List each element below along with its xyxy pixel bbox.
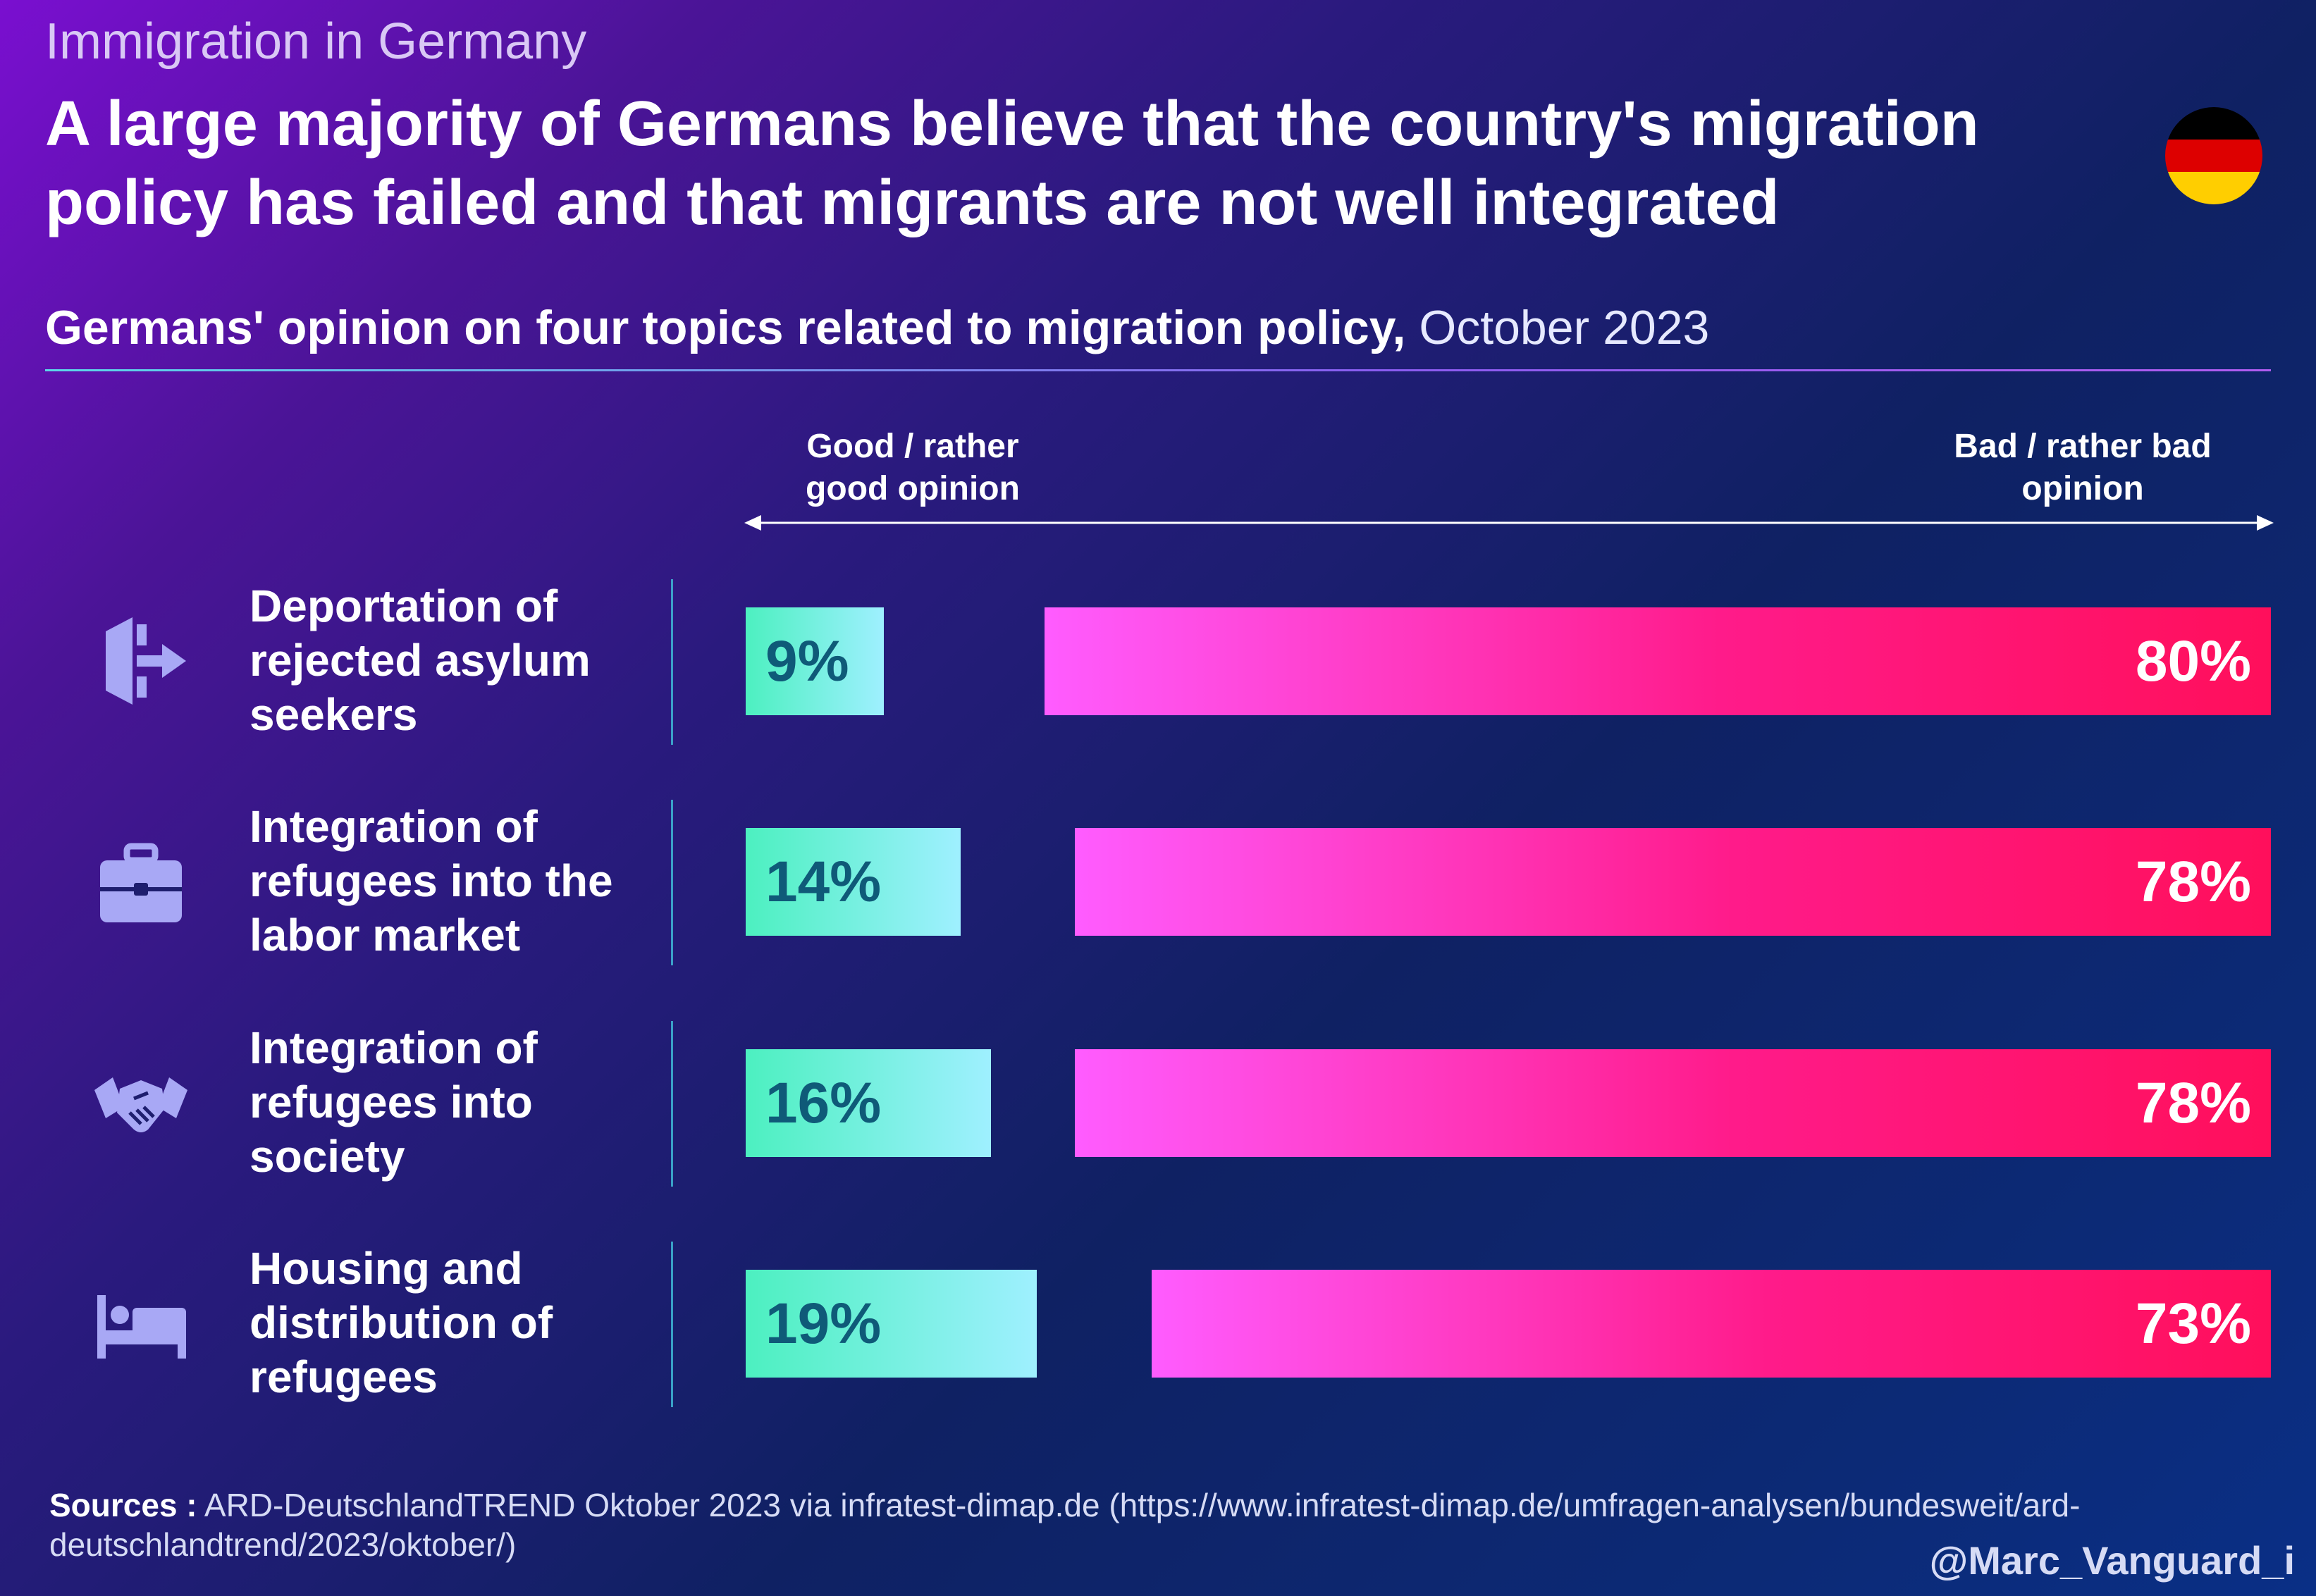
good-opinion-bar: 19% [746, 1270, 1037, 1378]
legend-good-label: Good / rather good opinion [768, 426, 1057, 510]
category-label-line1: Integration of [250, 801, 538, 852]
bad-opinion-value: 80% [2135, 629, 2251, 693]
legend-bad-label: Bad / rather bad opinion [1903, 426, 2262, 510]
subtitle-date: October 2023 [1419, 301, 1710, 354]
sources-label: Sources : [49, 1487, 197, 1523]
flag-stripe-red [2165, 140, 2262, 172]
category-label: Housing and distribution of refugees [250, 1242, 644, 1404]
kicker-title: Immigration in Germany [45, 13, 587, 70]
category-label-line1: Deportation of [250, 581, 558, 631]
bed-icon [92, 1274, 190, 1373]
row-divider [671, 800, 673, 965]
category-label-line2: rejected asylum [250, 635, 591, 686]
category-label: Integration of refugees into the labor mar… [250, 800, 644, 963]
bad-opinion-bar: 78% [1075, 1049, 2271, 1157]
category-label-line3: labor market [250, 910, 521, 960]
headline: A large majority of Germans believe that… [45, 89, 1979, 238]
category-label-line2: distribution of [250, 1297, 553, 1348]
legend-bad-line1: Bad / rather bad [1954, 428, 2212, 465]
sources-text: ARD-DeutschlandTREND Oktober 2023 via in… [49, 1487, 2081, 1563]
row-divider [671, 579, 673, 745]
bad-opinion-bar: 78% [1075, 828, 2271, 936]
bad-opinion-value: 78% [2135, 849, 2251, 914]
good-opinion-bar: 9% [746, 607, 884, 715]
category-label-line2: refugees into [250, 1077, 533, 1127]
bad-opinion-bar: 80% [1045, 607, 2271, 715]
good-opinion-value: 9% [765, 629, 849, 693]
good-opinion-bar: 16% [746, 1049, 991, 1157]
good-opinion-value: 19% [765, 1291, 882, 1356]
category-label-line1: Housing and [250, 1243, 523, 1294]
legend-good-line1: Good / rather [806, 428, 1019, 465]
category-label-line3: refugees [250, 1351, 438, 1402]
flag-stripe-black [2165, 107, 2262, 140]
row-divider [671, 1242, 673, 1407]
germany-flag-icon [2165, 107, 2262, 204]
flag-stripe-gold [2165, 172, 2262, 204]
title-rule [45, 369, 2271, 371]
good-opinion-value: 14% [765, 849, 882, 914]
good-opinion-bar: 14% [746, 828, 961, 936]
briefcase-icon [92, 832, 190, 931]
legend-good-line2: good opinion [806, 470, 1020, 507]
category-label: Integration of refugees into society [250, 1021, 644, 1184]
row-divider [671, 1021, 673, 1187]
category-label-line3: society [250, 1131, 405, 1182]
sources-note: Sources : ARD-DeutschlandTREND Oktober 2… [49, 1485, 2277, 1564]
good-opinion-value: 16% [765, 1070, 882, 1135]
category-label-line1: Integration of [250, 1022, 538, 1073]
handshake-icon [92, 1053, 190, 1152]
chart-subtitle: Germans' opinion on four topics related … [45, 300, 1709, 355]
category-label-line2: refugees into the [250, 855, 613, 906]
axis-double-arrow [744, 515, 2274, 531]
category-label: Deportation of rejected asylum seekers [250, 579, 644, 742]
legend-bad-line2: opinion [2021, 470, 2144, 507]
author-handle: @Marc_Vanguard_i [1929, 1538, 2295, 1583]
bad-opinion-value: 73% [2135, 1291, 2251, 1356]
bad-opinion-bar: 73% [1152, 1270, 2271, 1378]
subtitle-main: Germans' opinion on four topics related … [45, 301, 1406, 354]
bad-opinion-value: 78% [2135, 1070, 2251, 1135]
category-label-line3: seekers [250, 689, 418, 740]
exit-door-icon [92, 612, 190, 710]
